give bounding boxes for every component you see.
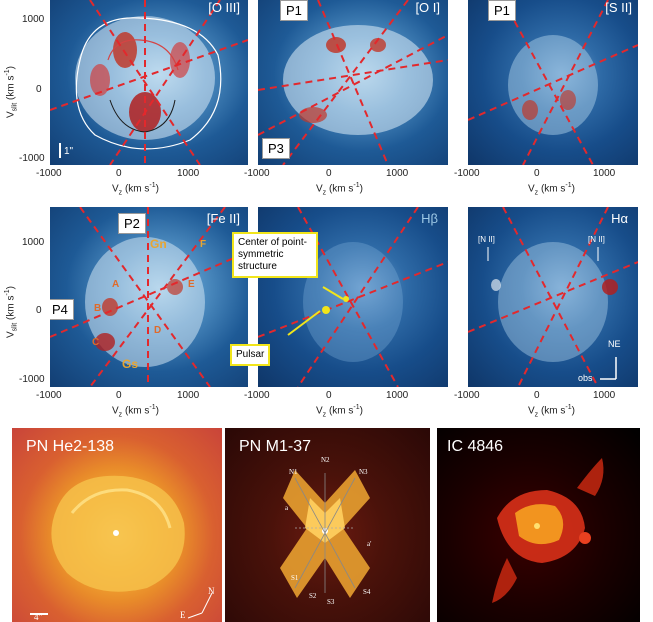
top3-xtick-a: -1000: [454, 168, 480, 179]
mid3-xlabel: Vz (km s-1): [528, 404, 575, 419]
image-he2-138: PN He2-138 N E 4": [12, 428, 222, 622]
m1-37-overlay: [280, 470, 370, 598]
mid1-xlabel: Vz (km s-1): [112, 404, 159, 419]
panel-feii-label: [Fe II]: [206, 211, 240, 226]
pulsar-annotation: Pulsar: [230, 344, 271, 366]
mid-ytick-0: 0: [36, 305, 42, 316]
m1-37-n2: N2: [321, 456, 330, 464]
he2-138-compass-n: N: [208, 586, 215, 596]
panel-oiii: [O III] 1": [50, 0, 248, 165]
panel-sii-overlay: [468, 0, 638, 165]
panel-halpha: Hα [N II] [N II] NE obs: [468, 207, 638, 387]
compass-obs-label: obs: [578, 373, 593, 383]
m1-37-title: PN M1-37: [239, 438, 312, 455]
image-ic-4846: IC 4846: [437, 428, 640, 622]
top1-xtick-b: 0: [116, 168, 122, 179]
top1-xlabel: Vz (km s-1): [112, 182, 159, 197]
panel-oiii-overlay: [50, 0, 248, 165]
p2-box: P2: [118, 213, 146, 234]
mid3-xtick-c: 1000: [593, 390, 616, 401]
knot-gs: Gs: [122, 357, 139, 371]
panel-oi-label: [O I]: [415, 0, 440, 15]
scale-bar-label: 1": [64, 146, 74, 157]
top-ytick-neg1000: -1000: [19, 153, 45, 164]
p1-box-sii: P1: [488, 0, 516, 21]
m1-37-s1: S1: [291, 574, 299, 582]
m1-37-a-prime: a': [367, 540, 372, 548]
panel-hbeta-label: Hβ: [421, 211, 438, 226]
he2-138-overlay: [30, 475, 213, 619]
nii-right-label: [N II]: [588, 235, 605, 244]
top1-xtick-a: -1000: [36, 168, 62, 179]
p1-box-oi: P1: [280, 0, 308, 21]
top2-xtick-c: 1000: [386, 168, 409, 179]
m1-37-a: a: [285, 504, 289, 512]
knot-e: E: [188, 279, 195, 290]
knot-gn: Gn: [150, 237, 167, 251]
panel-feii: [Fe II] P2 P4 Gn F A E B D C Gs: [50, 207, 248, 387]
mid3-xtick-a: -1000: [454, 390, 480, 401]
center-annotation: Center of point-symmetric structure: [232, 232, 318, 278]
top2-xtick-b: 0: [326, 168, 332, 179]
panel-halpha-label: Hα: [611, 211, 628, 226]
panel-halpha-overlay: [468, 207, 638, 387]
knot-d: D: [154, 325, 162, 336]
he2-138-compass-e: E: [180, 610, 186, 620]
p4-box: P4: [50, 299, 74, 320]
panel-feii-overlay: [50, 207, 248, 387]
ic-4846-overlay: [492, 458, 604, 603]
mid2-xtick-c: 1000: [386, 390, 409, 401]
he2-138-scale: 4": [34, 612, 43, 622]
m1-37-s4: S4: [363, 588, 371, 596]
panel-sii-label: [S II]: [605, 0, 632, 15]
mid-ylabel: Vslit (km s-1): [4, 285, 19, 338]
ic-4846-title: IC 4846: [447, 438, 504, 455]
top1-xtick-c: 1000: [177, 168, 200, 179]
panel-oiii-label: [O III]: [208, 0, 240, 15]
panel-oi: [O I] P1 P3: [258, 0, 448, 165]
mid2-xtick-b: 0: [326, 390, 332, 401]
nii-left-label: [N II]: [478, 235, 495, 244]
mid2-xtick-a: -1000: [244, 390, 270, 401]
m1-37-s2: S2: [309, 592, 317, 600]
top2-xtick-a: -1000: [244, 168, 270, 179]
p3-box-oi: P3: [262, 138, 290, 159]
top-ytick-0: 0: [36, 84, 42, 95]
knot-a: A: [112, 279, 120, 290]
top-ylabel: Vslit (km s-1): [4, 65, 19, 118]
knot-b: B: [94, 303, 102, 314]
m1-37-n3: N3: [359, 468, 368, 476]
mid3-xtick-b: 0: [534, 390, 540, 401]
top3-xtick-c: 1000: [593, 168, 616, 179]
top3-xtick-b: 0: [534, 168, 540, 179]
mid1-xtick-c: 1000: [177, 390, 200, 401]
top-ytick-1000: 1000: [22, 14, 45, 25]
m1-37-n1: N1: [289, 468, 298, 476]
mid2-xlabel: Vz (km s-1): [316, 404, 363, 419]
knot-c: C: [92, 337, 100, 348]
mid1-xtick-a: -1000: [36, 390, 62, 401]
compass-ne-label: NE: [608, 339, 621, 349]
knot-f: F: [200, 239, 207, 250]
panel-oi-overlay: [258, 0, 448, 165]
top2-xlabel: Vz (km s-1): [316, 182, 363, 197]
panel-sii: [S II] P1: [468, 0, 638, 165]
m1-37-s3: S3: [327, 598, 335, 606]
top3-xlabel: Vz (km s-1): [528, 182, 575, 197]
mid-ytick-1000: 1000: [22, 237, 45, 248]
he2-138-title: PN He2-138: [26, 438, 115, 455]
image-m1-37: PN M1-37 N1 N2 N3 a a' S1 S2 S3 S4: [225, 428, 430, 622]
mid1-xtick-b: 0: [116, 390, 122, 401]
mid-ytick-neg1000: -1000: [19, 374, 45, 385]
panel-hbeta-overlay: [258, 207, 448, 387]
